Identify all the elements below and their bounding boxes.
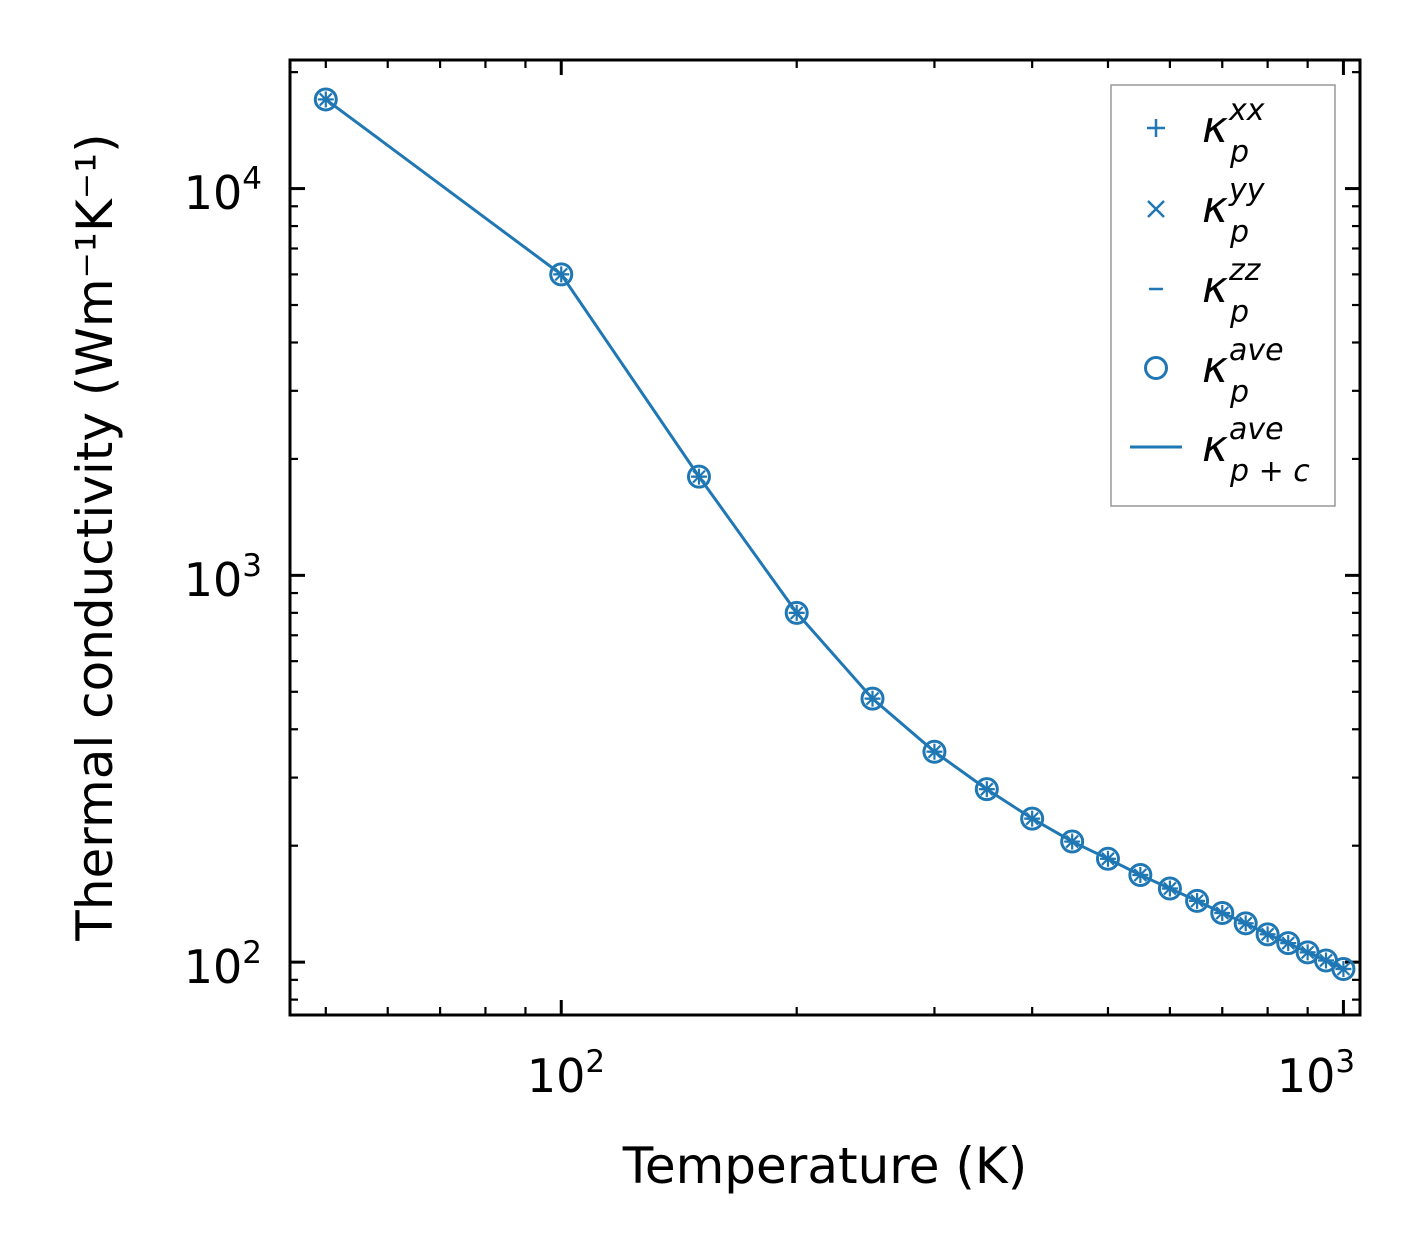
circle-marker-icon — [1144, 356, 1168, 380]
legend-label-kappa-xx: κxx p — [1202, 93, 1265, 170]
kappa-ave-point — [1128, 862, 1153, 887]
legend-entry-kappa-ave: κave p — [1144, 333, 1284, 410]
kappa-ave-point — [1157, 876, 1182, 901]
plot-area-frame — [288, 58, 1362, 1017]
legend-entry-kappa-zz: κzz p — [1149, 253, 1262, 330]
legend-entry-kappa-yy: κyy p — [1147, 173, 1266, 250]
y-tick-label-1000: 103 — [184, 548, 262, 607]
kappa-ave-point — [1210, 900, 1235, 925]
x-tick-label-1000: 103 — [1277, 1044, 1355, 1103]
legend-entry-kappa-pc-ave: κave p + c — [1130, 412, 1310, 489]
kappa-ave-point — [549, 262, 574, 287]
legend: κxx p κyy p κzz p κave p κave p + c — [1110, 84, 1336, 507]
kappa-ave-point — [1095, 846, 1120, 871]
kappa-ave-point — [686, 464, 711, 489]
y-tick-label-100: 102 — [184, 935, 262, 994]
plus-marker-icon — [1147, 119, 1165, 137]
kappa-ave-point — [1276, 931, 1301, 956]
legend-label-kappa-pc-ave: κave p + c — [1202, 412, 1310, 489]
axis-ticks — [290, 60, 1360, 1015]
legend-label-kappa-zz: κzz p — [1202, 253, 1262, 330]
legend-entry-kappa-xx: κxx p — [1147, 93, 1265, 170]
legend-label-kappa-ave: κave p — [1202, 333, 1284, 410]
kappa-ave-point — [974, 777, 999, 802]
y-axis-title: Thermal conductivity (Wm⁻¹K⁻¹) — [66, 133, 124, 941]
kappa-ave-point — [860, 686, 885, 711]
kappa-ave-point — [1060, 829, 1085, 854]
kappa-ave-point — [1185, 888, 1210, 913]
kappa-ave-point — [922, 739, 947, 764]
x-marker-icon — [1147, 200, 1165, 218]
y-tick-label-10000: 104 — [184, 161, 262, 220]
kappa-ave-point — [784, 600, 809, 625]
kappa-ave-point — [1020, 806, 1045, 831]
legend-frame — [1110, 84, 1336, 507]
kappa-pc-ave-line — [324, 98, 1345, 971]
legend-label-kappa-yy: κyy p — [1202, 173, 1266, 250]
x-axis-title: Temperature (K) — [622, 1137, 1027, 1195]
kappa-ave-point — [1255, 922, 1280, 947]
x-tick-label-100: 102 — [527, 1044, 605, 1103]
data-marks — [313, 87, 1356, 981]
kappa-ave-point — [1331, 956, 1356, 981]
kappa-ave-point — [1233, 911, 1258, 936]
kappa-ave-point — [313, 87, 338, 112]
